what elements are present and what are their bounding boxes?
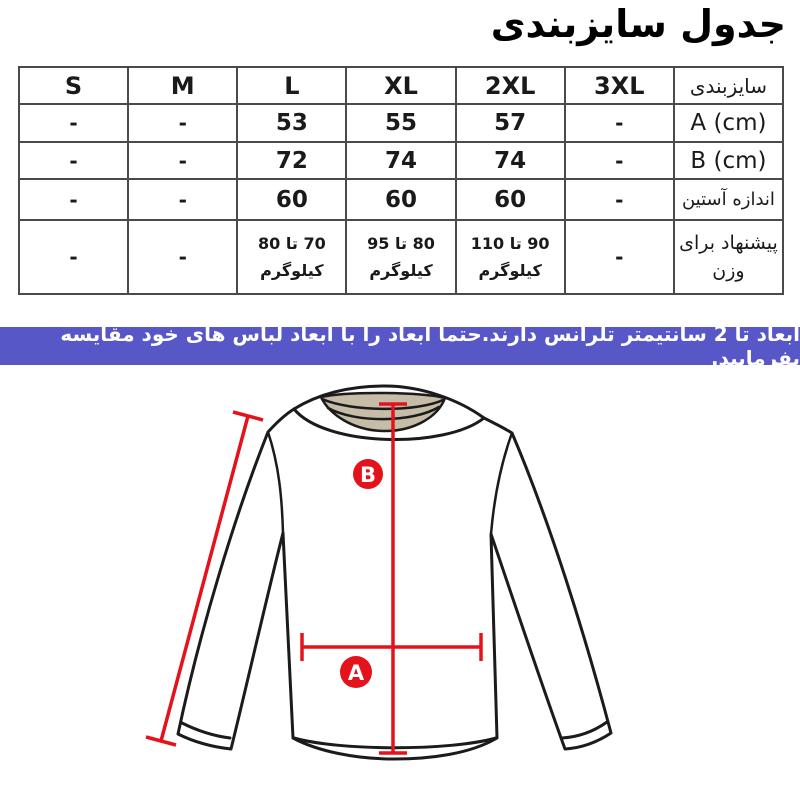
table-cell: 60 bbox=[345, 178, 457, 221]
collar-seam-2 bbox=[326, 405, 441, 421]
table-cell: - bbox=[127, 103, 239, 143]
table-cell: - bbox=[127, 141, 239, 180]
marker-b-label: B bbox=[360, 463, 376, 487]
left-armhole-seam bbox=[266, 430, 285, 535]
right-cuff-seam bbox=[560, 720, 609, 740]
row-label-weight: پیشنهاد برای وزن bbox=[672, 219, 785, 295]
table-cell: - bbox=[563, 178, 675, 221]
table-row-sleeve: اندازه آستین - 60 60 60 - - bbox=[17, 178, 785, 221]
collar-seam-1 bbox=[320, 397, 445, 411]
collar-inner-fill bbox=[319, 391, 447, 433]
table-cell: 90 تا 110 کیلوگرم bbox=[454, 219, 566, 295]
header-cell-xl: XL bbox=[345, 66, 457, 105]
table-cell: 70 تا 80 کیلوگرم bbox=[236, 219, 348, 295]
table-cell: 80 تا 95 کیلوگرم bbox=[345, 219, 457, 295]
hem-seam bbox=[292, 736, 498, 750]
shirt-outline bbox=[176, 384, 613, 761]
table-cell: 57 bbox=[454, 103, 566, 143]
table-cell: - bbox=[17, 219, 130, 295]
row-label-a: A (cm) bbox=[672, 103, 785, 143]
size-chart-table: سایزبندی 3XL 2XL XL L M S A (cm) - 57 55… bbox=[17, 66, 785, 295]
row-label-sleeve: اندازه آستین bbox=[672, 178, 785, 221]
neckline-curve bbox=[292, 407, 486, 442]
header-cell-l: L bbox=[236, 66, 348, 105]
table-cell: 60 bbox=[454, 178, 566, 221]
marker-b-circle bbox=[353, 459, 383, 489]
table-cell: 72 bbox=[236, 141, 348, 180]
marker-a-label: A bbox=[348, 661, 365, 685]
sleeve-measure-tick-bottom bbox=[145, 735, 177, 747]
table-cell: - bbox=[17, 178, 130, 221]
marker-a-circle bbox=[340, 656, 372, 688]
table-cell: - bbox=[127, 219, 239, 295]
table-cell: - bbox=[563, 219, 675, 295]
header-cell-3xl: 3XL bbox=[563, 66, 675, 105]
table-cell: 53 bbox=[236, 103, 348, 143]
tolerance-notice-banner: ابعاد تا 2 سانتیمتر تلرانس دارند.حتما اب… bbox=[0, 322, 800, 370]
header-cell-2xl: 2XL bbox=[454, 66, 566, 105]
header-cell-s: S bbox=[17, 66, 130, 105]
right-armhole-seam bbox=[489, 431, 514, 536]
row-label-b: B (cm) bbox=[672, 141, 785, 180]
page-title: جدول سایزبندی bbox=[490, 2, 786, 46]
table-cell: 74 bbox=[345, 141, 457, 180]
table-cell: 74 bbox=[454, 141, 566, 180]
table-cell: - bbox=[563, 103, 675, 143]
table-cell: - bbox=[17, 103, 130, 143]
table-row-a: A (cm) - 57 55 53 - - bbox=[17, 103, 785, 143]
marker-a: A bbox=[340, 656, 372, 688]
sleeve-measure-line bbox=[159, 415, 250, 742]
left-cuff-seam bbox=[180, 721, 232, 740]
sleeve-measure-tick-top bbox=[232, 410, 264, 422]
table-cell: - bbox=[127, 178, 239, 221]
size-table-wrapper: سایزبندی 3XL 2XL XL L M S A (cm) - 57 55… bbox=[17, 66, 785, 295]
marker-b: B bbox=[353, 459, 383, 489]
table-cell: - bbox=[17, 141, 130, 180]
table-row-b: B (cm) - 74 74 72 - - bbox=[17, 141, 785, 180]
header-cell-label: سایزبندی bbox=[672, 66, 785, 105]
header-cell-m: M bbox=[127, 66, 239, 105]
table-cell: - bbox=[563, 141, 675, 180]
table-cell: 55 bbox=[345, 103, 457, 143]
table-cell: 60 bbox=[236, 178, 348, 221]
table-row-weight: پیشنهاد برای وزن - 90 تا 110 کیلوگرم 80 … bbox=[17, 219, 785, 295]
tolerance-notice-text: ابعاد تا 2 سانتیمتر تلرانس دارند.حتما اب… bbox=[60, 322, 800, 370]
table-header-row: سایزبندی 3XL 2XL XL L M S bbox=[17, 66, 785, 105]
